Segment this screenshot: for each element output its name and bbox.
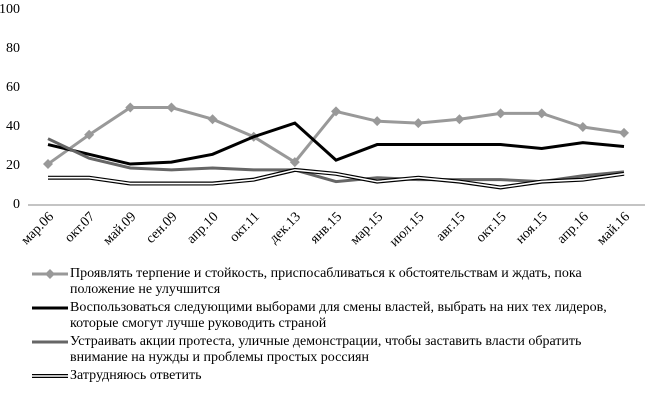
legend: Проявлять терпение и стойкость, приспоса… <box>30 266 640 386</box>
marker <box>166 102 177 113</box>
legend-label: Проявлять терпение и стойкость, приспоса… <box>70 266 582 297</box>
series-line-inner <box>48 169 625 189</box>
x-tick-label: мар.15 <box>348 209 387 248</box>
x-tick-label: янв.15 <box>308 209 346 247</box>
legend-label: Устраивать акции протеста, уличные демон… <box>70 334 582 365</box>
y-tick-label: 20 <box>6 158 20 173</box>
series-line <box>47 121 625 166</box>
marker <box>536 108 547 119</box>
x-tick-label: окт.07 <box>62 209 98 245</box>
legend-label: Затрудняюсь ответить <box>70 368 202 383</box>
y-tick-label: 40 <box>6 119 20 134</box>
marker <box>619 127 629 138</box>
legend-key <box>32 269 68 279</box>
x-tick-label: июл.15 <box>387 209 427 249</box>
y-tick-label: 0 <box>13 197 20 212</box>
legend-key <box>32 374 68 378</box>
marker <box>454 114 465 125</box>
x-tick-label: апр.16 <box>554 209 591 246</box>
x-tick-label: мар.06 <box>19 209 58 248</box>
marker <box>207 114 218 125</box>
x-tick-label: май.16 <box>594 209 633 248</box>
y-tick-label: 60 <box>6 80 20 95</box>
x-tick-label: окт.11 <box>227 209 263 245</box>
legend-key <box>32 306 68 310</box>
legend-key <box>32 340 68 344</box>
y-tick-label: 100 <box>0 2 20 17</box>
x-tick-label: сен.09 <box>143 209 180 246</box>
legend-item: Устраивать акции протеста, уличные демон… <box>30 334 640 366</box>
legend-item: Затрудняюсь ответить <box>30 368 640 384</box>
marker <box>495 108 506 119</box>
marker <box>372 116 383 127</box>
x-tick-label: май.09 <box>101 209 140 248</box>
legend-item: Воспользоваться следующими выборами для … <box>30 300 640 332</box>
x-tick-label: авг.15 <box>434 209 469 244</box>
legend-label: Воспользоваться следующими выборами для … <box>70 300 607 331</box>
marker <box>84 129 95 140</box>
marker <box>125 102 136 113</box>
x-tick-label: окт.15 <box>473 209 509 245</box>
marker <box>331 106 341 117</box>
series-line <box>47 137 625 184</box>
x-tick-label: ноя.15 <box>513 209 551 247</box>
legend-marker <box>45 269 55 279</box>
legend-item: Проявлять терпение и стойкость, приспоса… <box>30 266 640 298</box>
x-tick-label: апр.10 <box>184 209 221 246</box>
marker <box>289 157 300 168</box>
marker <box>577 122 588 132</box>
marker <box>43 159 53 170</box>
x-tick-label: дек.13 <box>267 209 304 246</box>
marker <box>413 118 424 129</box>
y-tick-label: 80 <box>6 41 20 56</box>
series-line <box>48 167 625 190</box>
